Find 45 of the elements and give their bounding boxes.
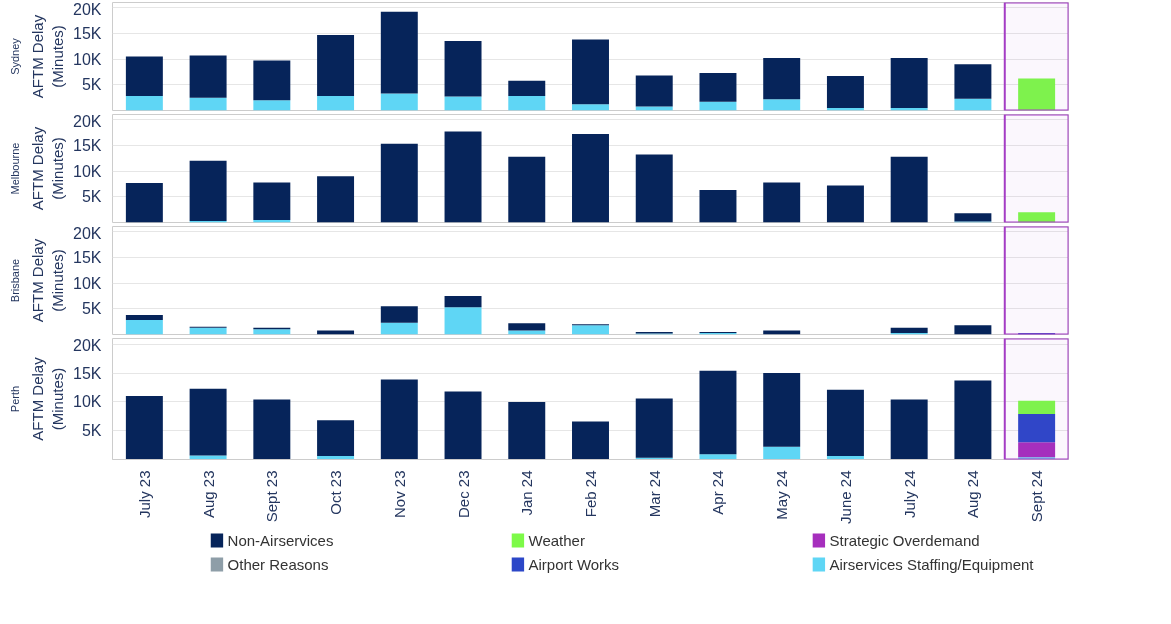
x-tick-label: Sept 24 [1028, 470, 1046, 523]
x-tick-label: July 23 [135, 470, 153, 519]
x-tick-label: May 24 [773, 470, 791, 520]
y-tick-label: 10K [73, 393, 102, 411]
x-tick-label: Feb 24 [582, 470, 599, 518]
y-tick-label: 15K [73, 364, 102, 382]
text: Melbourne [8, 142, 21, 195]
x-tick-label: Jan 24 [518, 470, 536, 516]
text: Perth [8, 385, 21, 413]
y-tick-label: 5K [81, 188, 102, 206]
y-tick-label: 5K [81, 422, 102, 440]
y-tick-label: 5K [81, 76, 102, 94]
legend-label: Weather [528, 532, 585, 549]
y-tick-label: 15K [73, 248, 102, 266]
y-tick-label: 15K [73, 136, 102, 154]
legend-label: Airport Works [528, 556, 620, 573]
y-tick-label: 20K [73, 336, 102, 354]
x-tick-label: Mar 24 [645, 470, 663, 518]
legend-label: Airservices Staffing/Equipment [829, 556, 1035, 573]
x-tick-label: Oct 23 [327, 470, 345, 515]
y-axis-title: AFTM Delay (Minutes) [28, 356, 67, 441]
y-tick-label: 10K [73, 162, 102, 180]
y-tick-label: 5K [81, 300, 102, 318]
x-tick-label: Sept 23 [263, 470, 281, 523]
legend-label: Strategic Overdemand [829, 532, 980, 549]
y-tick-label: 10K [73, 274, 102, 292]
y-axis-title: AFTM Delay (Minutes) [28, 126, 67, 211]
text: Sydney [8, 37, 21, 75]
legend-label: Other Reasons [227, 556, 329, 573]
text: Brisbane [8, 258, 21, 303]
x-tick-label: Aug 23 [199, 470, 217, 519]
x-tick-label: Apr 24 [709, 470, 727, 515]
x-tick-label: Aug 24 [964, 470, 982, 519]
x-tick-label: Nov 23 [390, 470, 408, 519]
y-tick-label: 15K [73, 24, 102, 42]
y-axis-title: AFTM Delay (Minutes) [28, 238, 67, 323]
y-tick-label: 20K [73, 224, 102, 242]
y-axis-title: AFTM Delay (Minutes) [28, 14, 67, 99]
y-tick-label: 20K [73, 0, 102, 18]
x-tick-label: July 24 [900, 470, 918, 519]
x-tick-label: June 24 [836, 470, 854, 524]
y-tick-label: 20K [73, 112, 102, 130]
legend-label: Non-Airservices [227, 532, 334, 549]
y-tick-label: 10K [73, 50, 102, 68]
x-tick-label: Dec 23 [454, 470, 472, 519]
